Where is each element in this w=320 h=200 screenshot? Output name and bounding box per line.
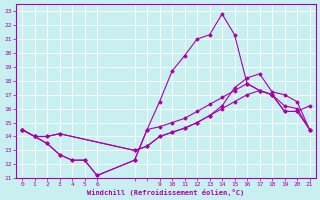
X-axis label: Windchill (Refroidissement éolien,°C): Windchill (Refroidissement éolien,°C)	[87, 189, 244, 196]
